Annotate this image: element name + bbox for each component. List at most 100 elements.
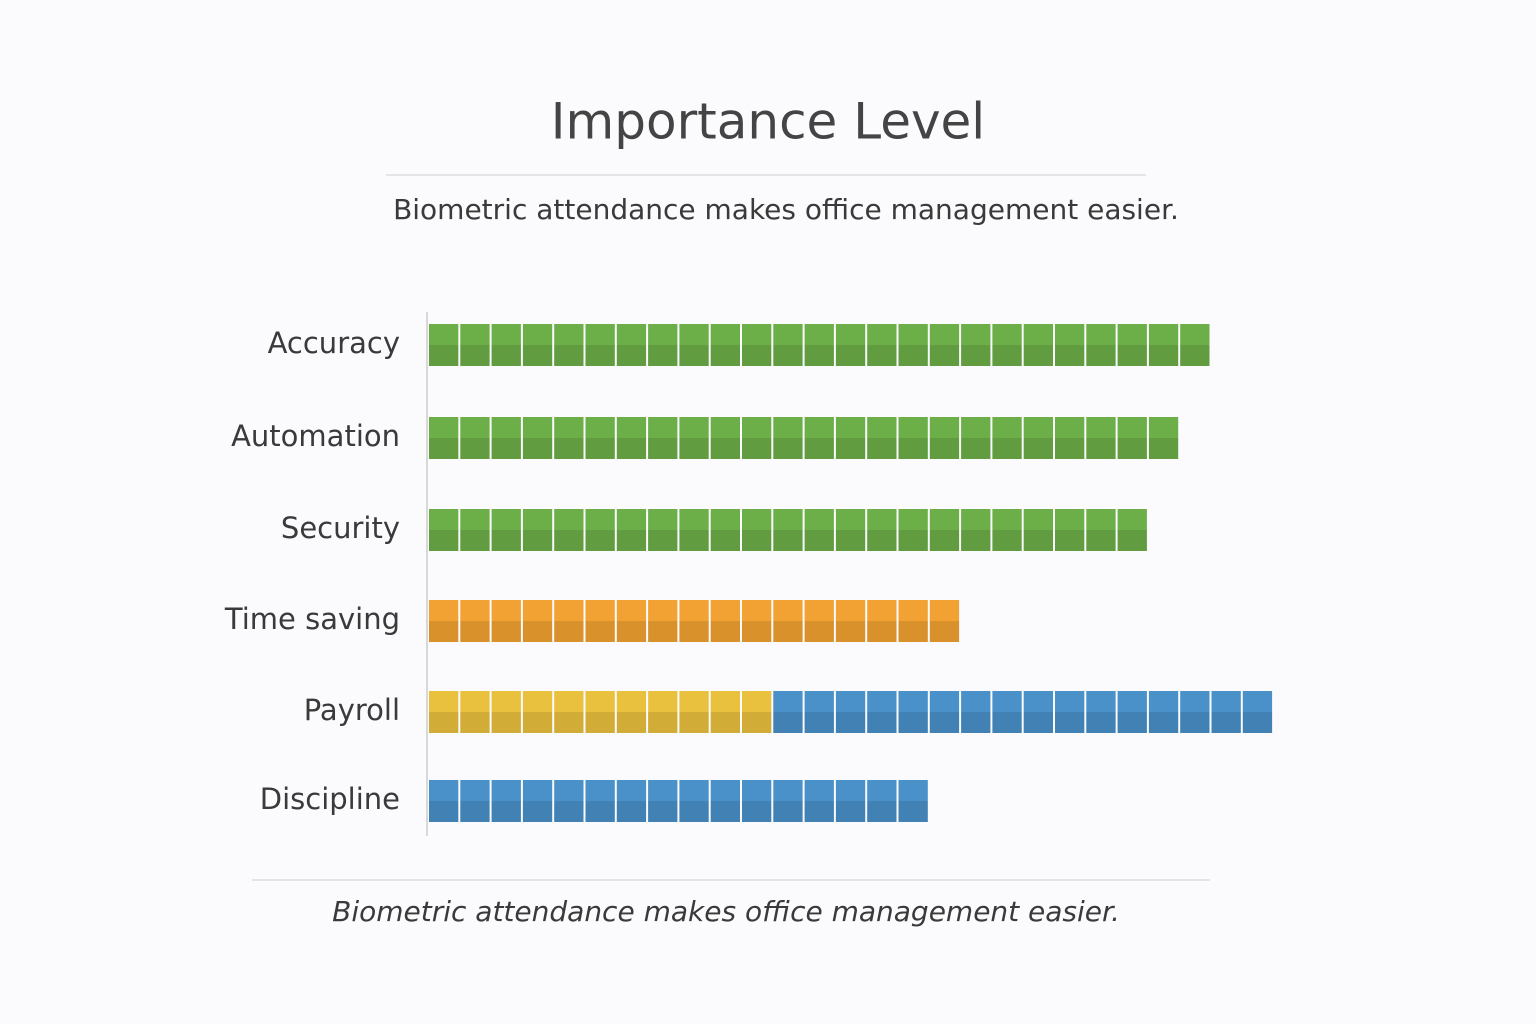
unit-block bbox=[867, 509, 897, 551]
unit-block-shade bbox=[648, 530, 678, 551]
unit-block-shade bbox=[867, 345, 897, 366]
unit-block bbox=[1023, 417, 1053, 459]
unit-block-shade bbox=[835, 438, 866, 459]
unit-block bbox=[961, 691, 991, 733]
unit-block bbox=[835, 509, 866, 551]
unit-block bbox=[429, 691, 459, 733]
unit-block bbox=[648, 780, 678, 822]
unit-block bbox=[429, 600, 459, 642]
unit-block bbox=[710, 509, 740, 551]
unit-block-shade bbox=[460, 438, 490, 459]
unit-block bbox=[522, 324, 553, 366]
unit-block bbox=[554, 600, 584, 642]
unit-block-shade bbox=[585, 621, 615, 642]
unit-block bbox=[1023, 691, 1053, 733]
unit-block bbox=[710, 780, 740, 822]
unit-block-shade bbox=[742, 801, 772, 822]
unit-block bbox=[679, 780, 709, 822]
unit-block bbox=[1023, 509, 1053, 551]
unit-block-shade bbox=[961, 438, 991, 459]
unit-block-shade bbox=[710, 345, 740, 366]
unit-block-shade bbox=[522, 438, 553, 459]
unit-block-shade bbox=[554, 712, 584, 733]
unit-block-shade bbox=[804, 438, 834, 459]
unit-block bbox=[804, 324, 834, 366]
unit-block-shade bbox=[554, 438, 584, 459]
category-label: Discipline bbox=[260, 782, 400, 816]
unit-block bbox=[585, 509, 615, 551]
unit-block-shade bbox=[491, 621, 521, 642]
unit-block-shade bbox=[867, 438, 897, 459]
unit-block-shade bbox=[648, 621, 678, 642]
unit-block bbox=[585, 417, 615, 459]
unit-block-shade bbox=[460, 621, 490, 642]
bar-segment bbox=[429, 509, 1147, 551]
unit-block-shade bbox=[491, 530, 521, 551]
unit-block bbox=[835, 600, 866, 642]
unit-block-shade bbox=[898, 801, 928, 822]
unit-block-shade bbox=[648, 438, 678, 459]
unit-block bbox=[992, 691, 1022, 733]
unit-block bbox=[992, 509, 1022, 551]
unit-block-shade bbox=[867, 712, 897, 733]
unit-block-shade bbox=[992, 438, 1022, 459]
bar-segment bbox=[429, 324, 1210, 366]
category-label: Security bbox=[281, 511, 400, 545]
unit-block-shade bbox=[679, 438, 709, 459]
unit-block-shade bbox=[1023, 345, 1053, 366]
unit-block bbox=[867, 324, 897, 366]
unit-block-shade bbox=[554, 345, 584, 366]
bar-segment bbox=[429, 417, 1179, 459]
unit-block bbox=[961, 509, 991, 551]
unit-block-shade bbox=[1117, 345, 1147, 366]
unit-block bbox=[1148, 417, 1179, 459]
unit-block-shade bbox=[804, 621, 834, 642]
unit-block bbox=[616, 509, 647, 551]
unit-block-shade bbox=[648, 801, 678, 822]
chart-caption: Biometric attendance makes office manage… bbox=[332, 895, 1120, 928]
unit-block bbox=[585, 691, 615, 733]
unit-block bbox=[679, 324, 709, 366]
unit-block-shade bbox=[1086, 345, 1116, 366]
unit-block bbox=[554, 780, 584, 822]
unit-block bbox=[804, 780, 834, 822]
unit-block-shade bbox=[616, 438, 647, 459]
unit-block bbox=[460, 509, 490, 551]
unit-block bbox=[554, 509, 584, 551]
unit-block bbox=[491, 417, 521, 459]
unit-block-shade bbox=[1023, 530, 1053, 551]
unit-block bbox=[929, 691, 960, 733]
unit-block bbox=[804, 509, 834, 551]
unit-block-shade bbox=[898, 438, 928, 459]
unit-block-shade bbox=[554, 530, 584, 551]
unit-block bbox=[460, 780, 490, 822]
unit-block bbox=[1180, 691, 1210, 733]
unit-block-shade bbox=[554, 621, 584, 642]
unit-block bbox=[429, 780, 459, 822]
unit-block-shade bbox=[429, 530, 459, 551]
unit-block-shade bbox=[460, 530, 490, 551]
unit-block bbox=[522, 600, 553, 642]
unit-block-shade bbox=[1148, 712, 1179, 733]
unit-block bbox=[1086, 324, 1116, 366]
unit-block bbox=[491, 600, 521, 642]
unit-block-shade bbox=[992, 530, 1022, 551]
unit-block-shade bbox=[992, 712, 1022, 733]
unit-block bbox=[773, 417, 803, 459]
unit-block-shade bbox=[585, 530, 615, 551]
unit-block-shade bbox=[961, 530, 991, 551]
unit-block-shade bbox=[429, 438, 459, 459]
unit-block bbox=[1086, 691, 1116, 733]
unit-block bbox=[961, 324, 991, 366]
chart-title: Importance Level bbox=[551, 93, 985, 151]
unit-block-shade bbox=[1023, 712, 1053, 733]
unit-block-shade bbox=[1023, 438, 1053, 459]
unit-block-shade bbox=[491, 438, 521, 459]
unit-block bbox=[554, 691, 584, 733]
unit-block bbox=[867, 780, 897, 822]
unit-block-shade bbox=[804, 712, 834, 733]
unit-block-shade bbox=[773, 345, 803, 366]
unit-block-shade bbox=[522, 345, 553, 366]
unit-block-shade bbox=[929, 712, 960, 733]
unit-block-shade bbox=[585, 801, 615, 822]
